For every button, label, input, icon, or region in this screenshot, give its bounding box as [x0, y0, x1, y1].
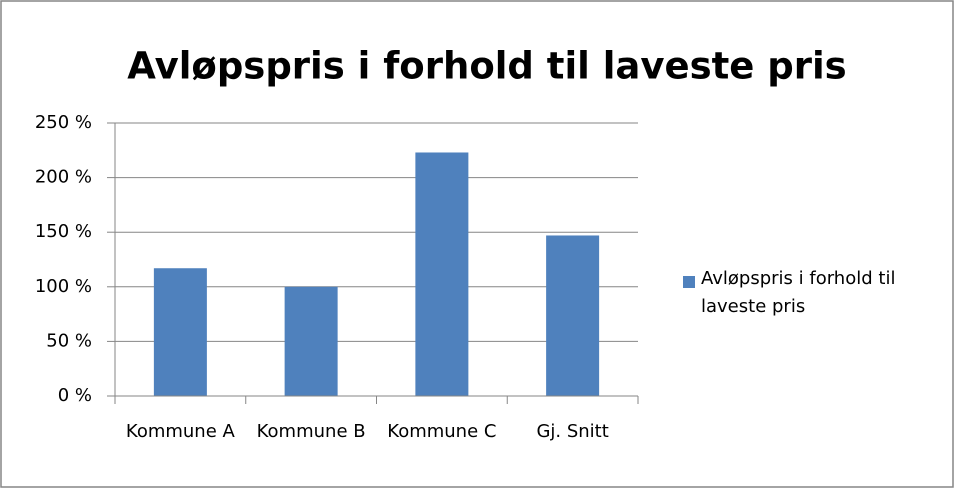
y-tick-label: 0 %	[58, 385, 92, 406]
y-tick-label: 100 %	[35, 276, 92, 297]
y-tick-label: 200 %	[35, 167, 92, 188]
y-tick-label: 50 %	[46, 330, 92, 351]
x-tick-label: Kommune A	[125, 421, 235, 442]
bar	[153, 268, 207, 396]
bar	[284, 286, 338, 396]
bar	[415, 152, 469, 396]
legend-swatch	[683, 276, 695, 288]
y-tick-label: 250 %	[35, 112, 92, 133]
chart-title: Avløpspris i forhold til laveste pris	[127, 45, 846, 88]
x-tick-label: Kommune C	[387, 421, 497, 442]
x-tick-label: Gj. Snitt	[536, 421, 609, 442]
bar	[546, 235, 600, 396]
legend-label: Avløpspris i forhold til laveste pris	[701, 268, 896, 317]
y-tick-label: 150 %	[35, 221, 92, 242]
x-tick-label: Kommune B	[256, 421, 366, 442]
